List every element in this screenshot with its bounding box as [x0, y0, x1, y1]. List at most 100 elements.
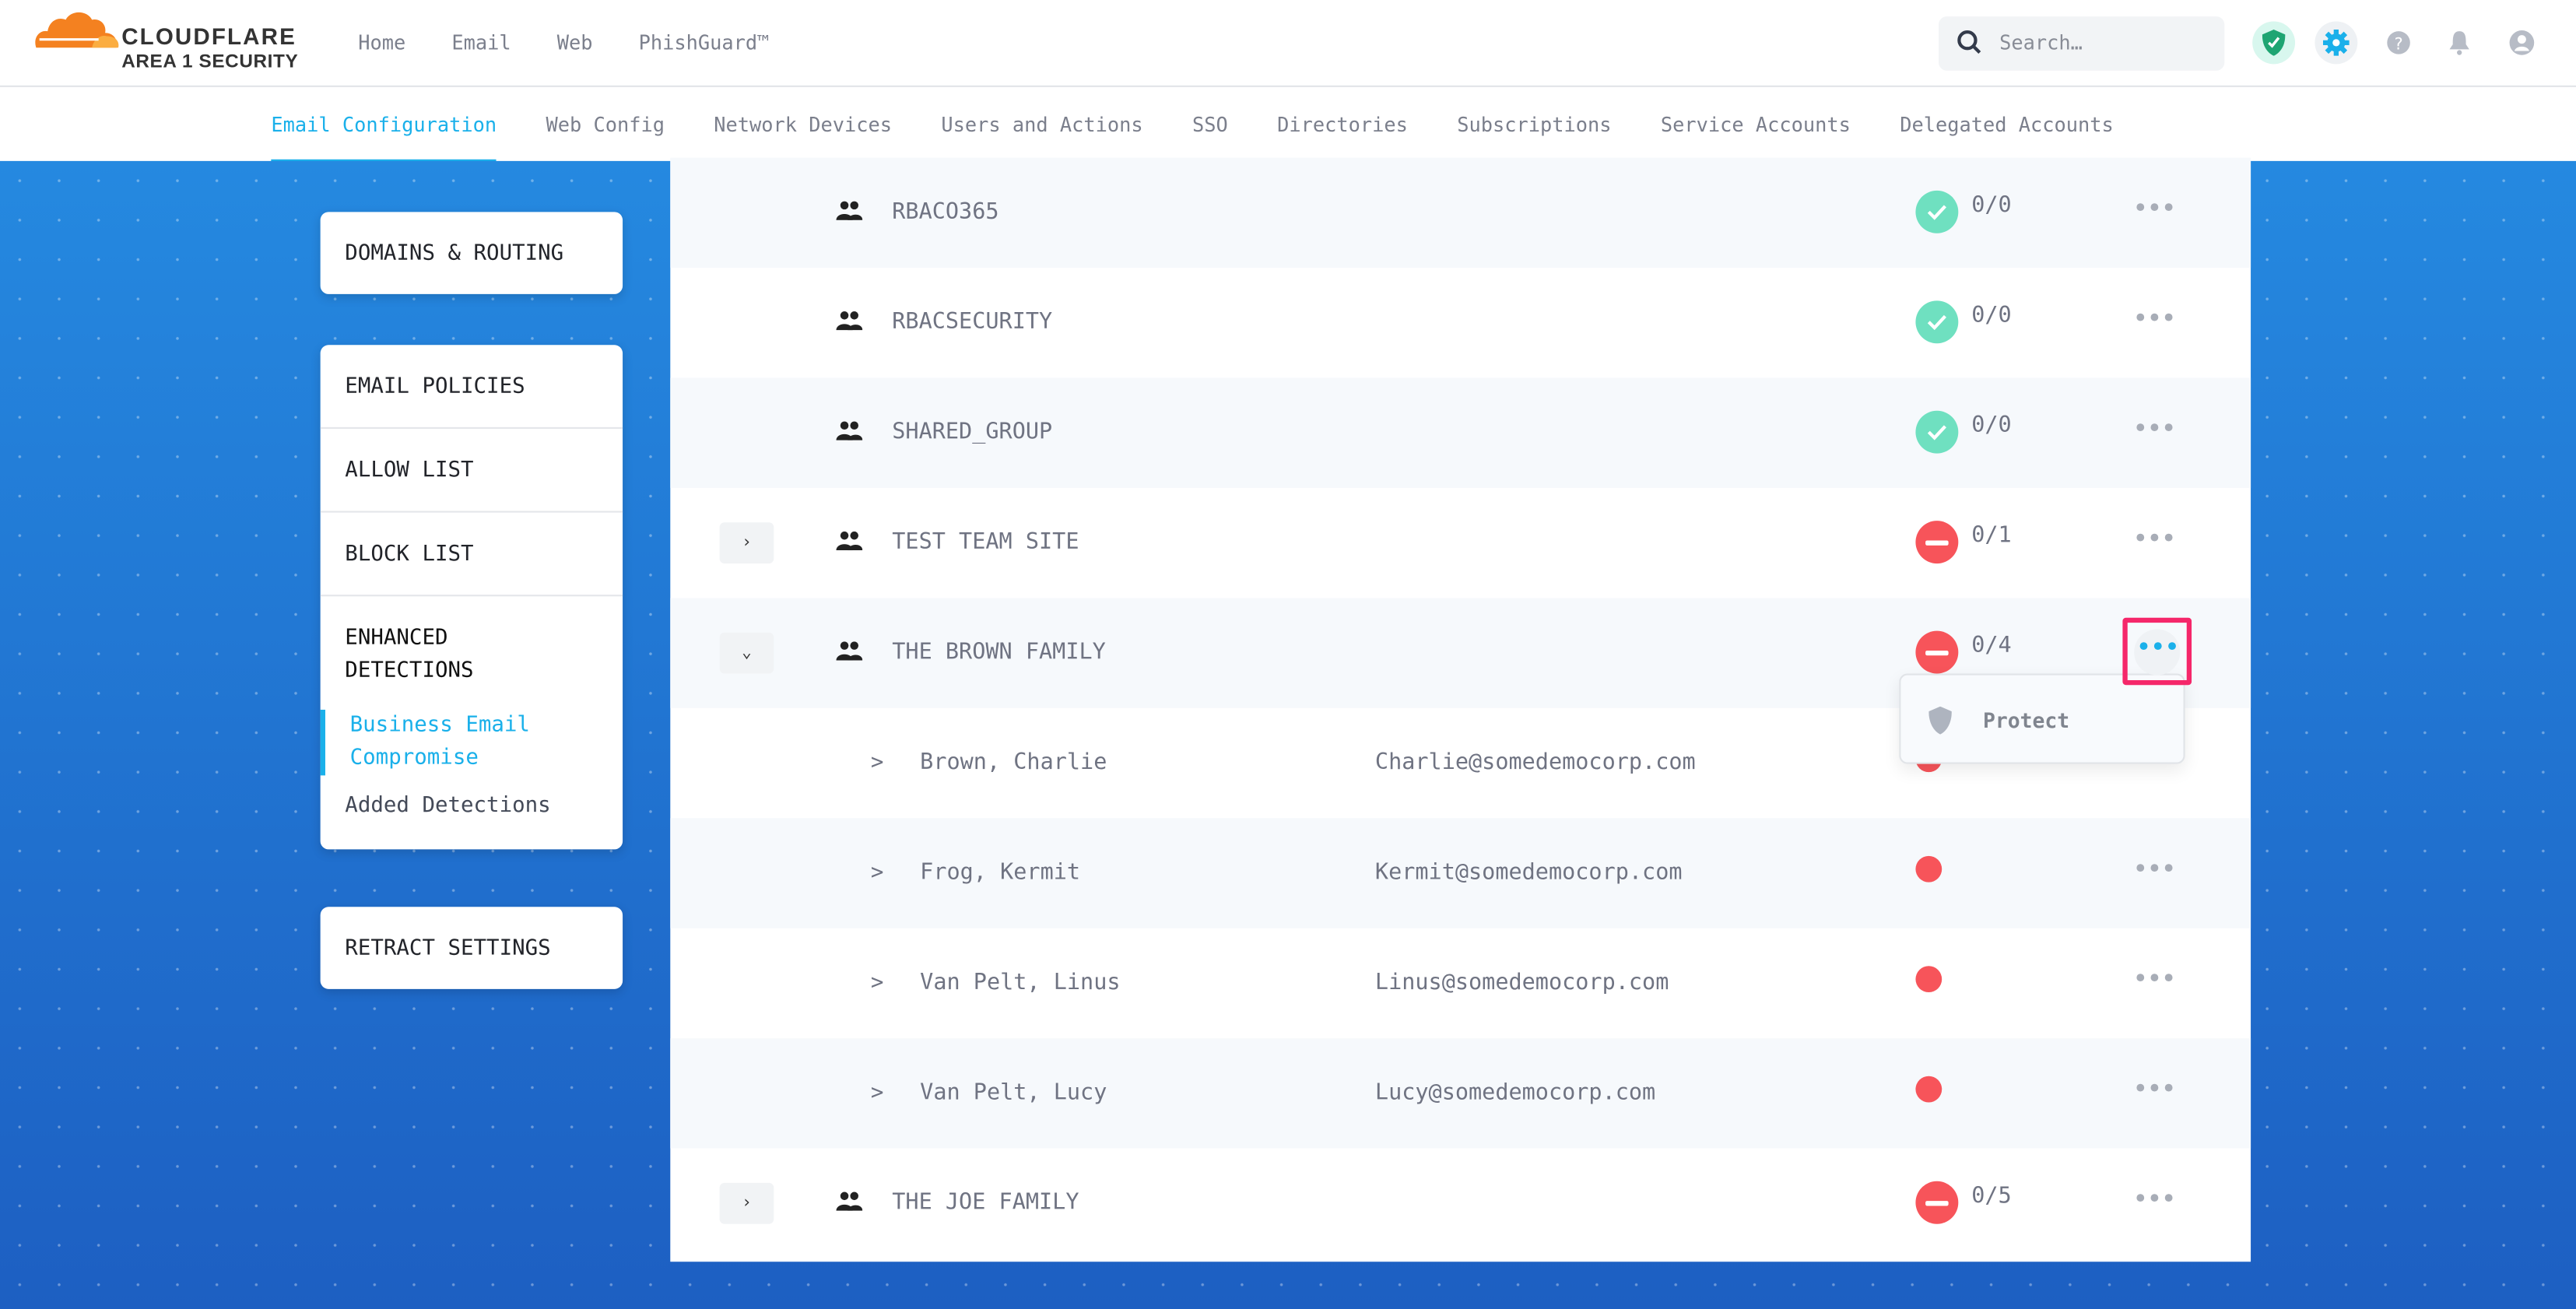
- member-name: Van Pelt, Linus: [920, 969, 1121, 996]
- search-icon: [1957, 30, 1981, 54]
- protected-count: 0/1: [1971, 522, 2012, 549]
- group-row[interactable]: › THE JOE FAMILY 0/5 •••: [670, 1149, 2251, 1258]
- protected-count: 0/0: [1971, 191, 2012, 219]
- member-name: Van Pelt, Lucy: [920, 1079, 1107, 1106]
- member-row[interactable]: > Frog, Kermit Kermit@somedemocorp.com •••: [670, 818, 2251, 928]
- member-email: Lucy@somedemocorp.com: [1374, 1079, 1656, 1106]
- member-row[interactable]: > Van Pelt, Lucy Lucy@somedemocorp.com •••: [670, 1038, 2251, 1149]
- chevron-right-icon[interactable]: >: [870, 861, 884, 886]
- group-icon: [836, 306, 863, 337]
- tab-service-accounts[interactable]: Service Accounts: [1660, 113, 1851, 137]
- cloudflare-logo[interactable]: CLOUDFLARE AREA 1 SECURITY: [33, 9, 298, 72]
- gear-icon[interactable]: [2315, 21, 2358, 65]
- more-button[interactable]: •••: [2132, 852, 2177, 884]
- tab-network-devices[interactable]: Network Devices: [714, 113, 893, 137]
- user-icon[interactable]: [2501, 21, 2543, 64]
- tab-web-config[interactable]: Web Config: [546, 113, 665, 137]
- group-icon: [836, 526, 863, 557]
- minus-circle-icon: [1915, 630, 1959, 674]
- menu-item-protect[interactable]: Protect: [1982, 707, 2070, 733]
- sidebar-item-allow-list[interactable]: ALLOW LIST: [320, 429, 623, 513]
- more-button[interactable]: •••: [2132, 522, 2177, 554]
- tab-users-and-actions[interactable]: Users and Actions: [941, 113, 1143, 137]
- group-row[interactable]: RBACO365 0/0 •••: [670, 157, 2251, 268]
- sidebar-item-enhanced-detections[interactable]: ENHANCED DETECTIONS: [345, 626, 474, 684]
- protected-count: 0/5: [1971, 1182, 2012, 1209]
- member-email: Linus@somedemocorp.com: [1374, 969, 1669, 996]
- chevron-right-icon[interactable]: >: [870, 1081, 884, 1106]
- search-placeholder: Search…: [1999, 31, 2083, 54]
- nav-web[interactable]: Web: [556, 31, 593, 54]
- tab-delegated-accounts[interactable]: Delegated Accounts: [1900, 113, 2114, 137]
- expand-toggle[interactable]: ⌄: [719, 632, 774, 674]
- more-button[interactable]: •••: [2132, 191, 2177, 224]
- check-circle-icon: [1915, 410, 1959, 454]
- protected-count: 0/0: [1971, 302, 2012, 329]
- unprotected-status-dot: [1915, 855, 1943, 883]
- group-icon: [836, 636, 863, 667]
- sub-nav: Email Configuration Web Config Network D…: [0, 88, 2576, 165]
- member-name: Brown, Charlie: [920, 749, 1107, 776]
- group-row[interactable]: ⌄ THE BROWN FAMILY 0/4: [670, 598, 2251, 708]
- nav-email[interactable]: Email: [451, 31, 511, 54]
- sidebar-subitem-bec[interactable]: Business Email Compromise: [320, 709, 567, 776]
- member-email: Kermit@somedemocorp.com: [1374, 859, 1683, 886]
- brand-product: AREA 1 SECURITY: [121, 52, 299, 72]
- minus-circle-icon: [1915, 1181, 1959, 1224]
- svg-text:?: ?: [2394, 33, 2402, 53]
- sidebar-card-retract: RETRACT SETTINGS: [320, 907, 623, 989]
- protected-count: 0/4: [1971, 632, 2012, 659]
- group-name: THE JOE FAMILY: [892, 1189, 1079, 1216]
- context-menu: Protect: [1899, 673, 2185, 764]
- sidebar-item-block-list[interactable]: BLOCK LIST: [320, 513, 623, 597]
- group-name: SHARED_GROUP: [892, 419, 1053, 446]
- minus-circle-icon: [1915, 521, 1959, 564]
- search-input[interactable]: Search…: [1938, 16, 2225, 71]
- more-button[interactable]: •••: [2132, 1072, 2177, 1104]
- group-name: THE BROWN FAMILY: [892, 639, 1106, 665]
- tab-directories[interactable]: Directories: [1277, 113, 1408, 137]
- shield-icon: [1928, 706, 1952, 735]
- group-icon: [836, 195, 863, 226]
- chevron-right-icon[interactable]: >: [870, 750, 884, 776]
- unprotected-status-dot: [1915, 1076, 1943, 1103]
- group-icon: [836, 416, 863, 447]
- shield-check-icon[interactable]: [2252, 21, 2296, 65]
- nav-phishguard[interactable]: PhishGuard™: [638, 31, 770, 54]
- sidebar-subitem-added-detections[interactable]: Added Detections: [345, 793, 551, 819]
- group-row[interactable]: RBACSECURITY 0/0 •••: [670, 268, 2251, 377]
- sidebar-card-policies: EMAIL POLICIES ALLOW LIST BLOCK LIST ENH…: [320, 345, 623, 850]
- more-button[interactable]: •••: [2132, 412, 2177, 444]
- sidebar-item-email-policies[interactable]: EMAIL POLICIES: [320, 345, 623, 429]
- sidebar-item-retract-settings[interactable]: RETRACT SETTINGS: [345, 935, 551, 960]
- help-icon[interactable]: ?: [2378, 21, 2420, 64]
- more-button[interactable]: •••: [2132, 1182, 2177, 1215]
- top-nav: Home Email Web PhishGuard™: [358, 31, 769, 54]
- expand-toggle[interactable]: ›: [719, 522, 774, 564]
- check-circle-icon: [1915, 190, 1959, 233]
- chevron-right-icon[interactable]: >: [870, 970, 884, 996]
- group-row[interactable]: › TEST TEAM SITE 0/1 •••: [670, 488, 2251, 598]
- sidebar-item-domains-routing[interactable]: DOMAINS & ROUTING: [345, 240, 564, 265]
- cloud-logo-icon: [35, 12, 119, 48]
- more-button-highlight[interactable]: •••: [2122, 617, 2192, 686]
- member-name: Frog, Kermit: [920, 859, 1081, 886]
- unprotected-status-dot: [1915, 966, 1943, 993]
- group-name: TEST TEAM SITE: [892, 528, 1079, 556]
- more-button[interactable]: •••: [2132, 963, 2177, 995]
- check-circle-icon: [1915, 300, 1959, 344]
- tab-subscriptions[interactable]: Subscriptions: [1457, 113, 1612, 137]
- tab-email-configuration[interactable]: Email Configuration: [271, 113, 497, 165]
- nav-home[interactable]: Home: [358, 31, 406, 54]
- member-row[interactable]: > Van Pelt, Linus Linus@somedemocorp.com ••…: [670, 928, 2251, 1038]
- sidebar-card-domains: DOMAINS & ROUTING: [320, 212, 623, 294]
- expand-toggle[interactable]: ›: [719, 1182, 774, 1224]
- tab-sso[interactable]: SSO: [1192, 113, 1228, 137]
- more-button[interactable]: •••: [2132, 302, 2177, 334]
- top-bar: CLOUDFLARE AREA 1 SECURITY Home Email We…: [0, 0, 2576, 87]
- member-email: Charlie@somedemocorp.com: [1374, 749, 1696, 776]
- more-button[interactable]: •••: [2134, 629, 2181, 676]
- brand-name: CLOUDFLARE: [121, 23, 297, 50]
- group-row[interactable]: SHARED_GROUP 0/0 •••: [670, 377, 2251, 488]
- bell-icon[interactable]: [2438, 21, 2481, 64]
